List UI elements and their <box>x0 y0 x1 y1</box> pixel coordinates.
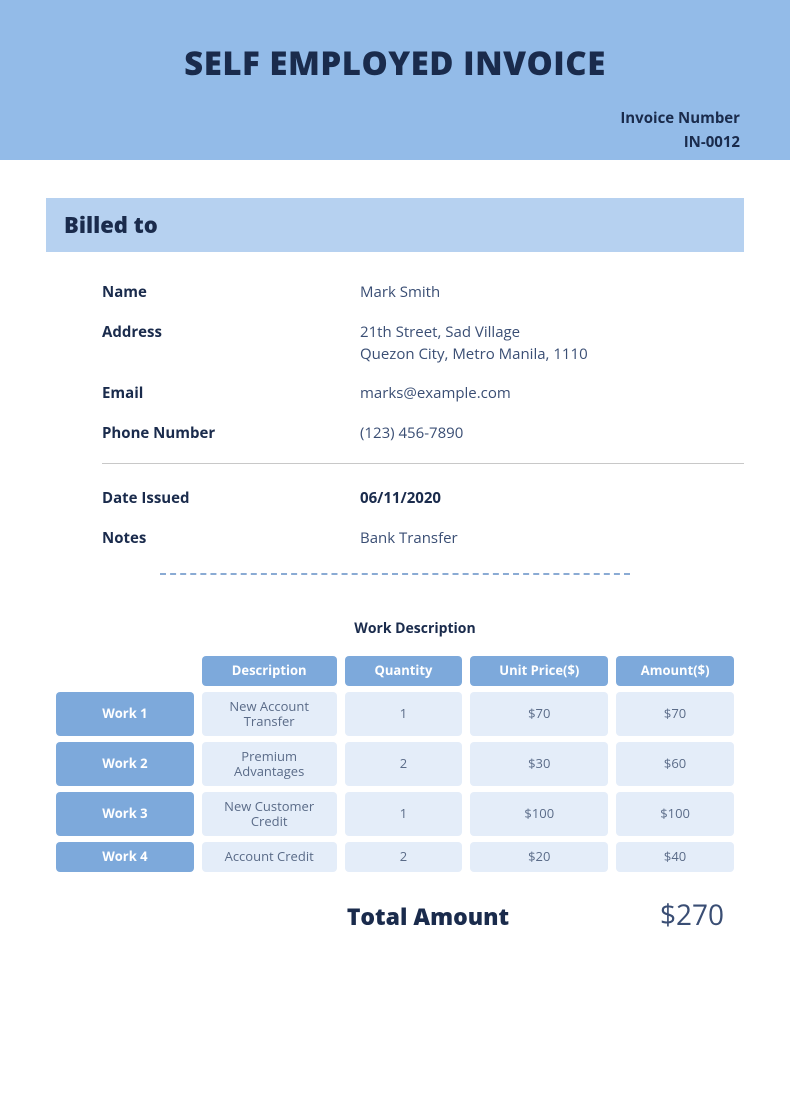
invoice-number-block: Invoice Number IN-0012 <box>620 108 740 152</box>
table-header-row: Description Quantity Unit Price($) Amoun… <box>56 656 734 686</box>
cell-unit-price: $20 <box>470 842 608 872</box>
table-row: Work 3 New Customer Credit 1 $100 $100 <box>56 792 734 836</box>
cell-unit-price: $30 <box>470 742 608 786</box>
cell-quantity: 2 <box>345 742 463 786</box>
invoice-content: Billed to Name Mark Smith Address 21th S… <box>0 160 790 934</box>
col-description: Description <box>202 656 337 686</box>
divider-line <box>102 463 744 464</box>
table-row: Work 1 New Account Transfer 1 $70 $70 <box>56 692 734 736</box>
cell-quantity: 1 <box>345 692 463 736</box>
phone-label: Phone Number <box>102 423 360 445</box>
name-value: Mark Smith <box>360 282 440 304</box>
notes-label: Notes <box>102 528 360 550</box>
billed-to-heading: Billed to <box>46 198 744 252</box>
row-label: Work 4 <box>56 842 194 872</box>
col-amount: Amount($) <box>616 656 734 686</box>
date-issued-label: Date Issued <box>102 488 360 510</box>
table-row: Work 2 Premium Advantages 2 $30 $60 <box>56 742 734 786</box>
address-value: 21th Street, Sad Village Quezon City, Me… <box>360 322 588 366</box>
total-amount-label: Total Amount <box>46 900 660 932</box>
phone-value: (123) 456-7890 <box>360 423 463 445</box>
invoice-title: SELF EMPLOYED INVOICE <box>0 40 790 85</box>
col-unit-price: Unit Price($) <box>470 656 608 686</box>
billed-to-info: Name Mark Smith Address 21th Street, Sad… <box>46 252 744 445</box>
invoice-number-label: Invoice Number <box>620 108 740 128</box>
total-amount-value: $270 <box>660 896 724 934</box>
invoice-header: SELF EMPLOYED INVOICE Invoice Number IN-… <box>0 0 790 160</box>
issue-info: Date Issued 06/11/2020 Notes Bank Transf… <box>46 488 744 550</box>
cell-amount: $70 <box>616 692 734 736</box>
dashed-divider <box>160 573 630 575</box>
cell-unit-price: $70 <box>470 692 608 736</box>
work-description-title: Work Description <box>46 619 744 638</box>
row-label: Work 2 <box>56 742 194 786</box>
table-header-spacer <box>56 656 194 686</box>
row-label: Work 1 <box>56 692 194 736</box>
cell-quantity: 1 <box>345 792 463 836</box>
cell-amount: $100 <box>616 792 734 836</box>
notes-value: Bank Transfer <box>360 528 458 550</box>
address-line2: Quezon City, Metro Manila, 1110 <box>360 344 588 366</box>
cell-description: Premium Advantages <box>202 742 337 786</box>
date-issued-value: 06/11/2020 <box>360 488 441 510</box>
col-quantity: Quantity <box>345 656 463 686</box>
total-row: Total Amount $270 <box>46 878 744 934</box>
work-table: Description Quantity Unit Price($) Amoun… <box>46 656 744 872</box>
cell-amount: $40 <box>616 842 734 872</box>
cell-description: Account Credit <box>202 842 337 872</box>
row-label: Work 3 <box>56 792 194 836</box>
name-label: Name <box>102 282 360 304</box>
invoice-number-value: IN-0012 <box>620 132 740 152</box>
cell-quantity: 2 <box>345 842 463 872</box>
address-label: Address <box>102 322 360 366</box>
email-value: marks@example.com <box>360 383 511 405</box>
cell-unit-price: $100 <box>470 792 608 836</box>
cell-amount: $60 <box>616 742 734 786</box>
cell-description: New Customer Credit <box>202 792 337 836</box>
table-row: Work 4 Account Credit 2 $20 $40 <box>56 842 734 872</box>
address-line1: 21th Street, Sad Village <box>360 322 588 344</box>
email-label: Email <box>102 383 360 405</box>
cell-description: New Account Transfer <box>202 692 337 736</box>
